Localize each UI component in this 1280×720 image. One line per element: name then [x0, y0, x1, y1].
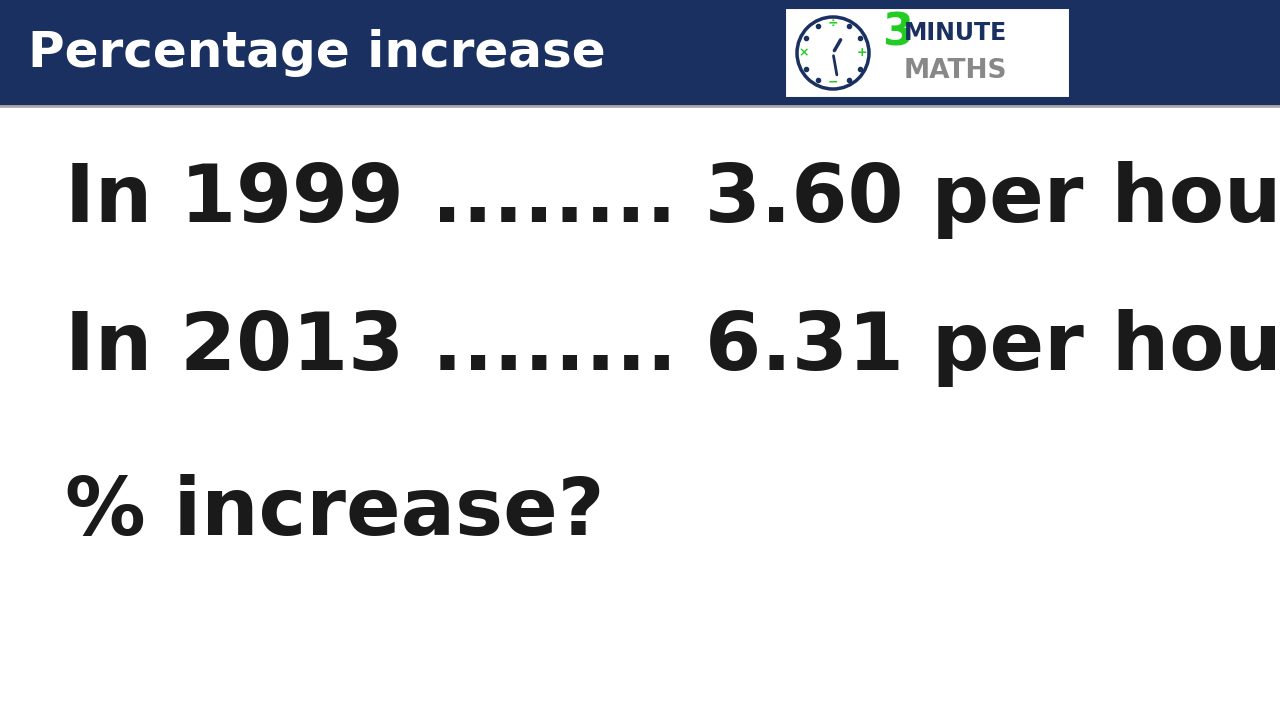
- Text: 3: 3: [882, 12, 913, 55]
- Text: MATHS: MATHS: [904, 58, 1007, 84]
- Bar: [785, 8, 1070, 98]
- Text: +: +: [856, 47, 868, 60]
- Text: −: −: [828, 76, 838, 89]
- Text: In 2013 ........ 6.31 per hour: In 2013 ........ 6.31 per hour: [65, 309, 1280, 387]
- Text: MINUTE: MINUTE: [904, 21, 1007, 45]
- Text: ÷: ÷: [828, 17, 838, 30]
- Bar: [0, 0, 1280, 106]
- Text: In 1999 ........ 3.60 per hour: In 1999 ........ 3.60 per hour: [65, 161, 1280, 239]
- Text: % increase?: % increase?: [65, 474, 604, 552]
- Text: Percentage increase: Percentage increase: [28, 29, 605, 77]
- Text: ×: ×: [799, 47, 809, 60]
